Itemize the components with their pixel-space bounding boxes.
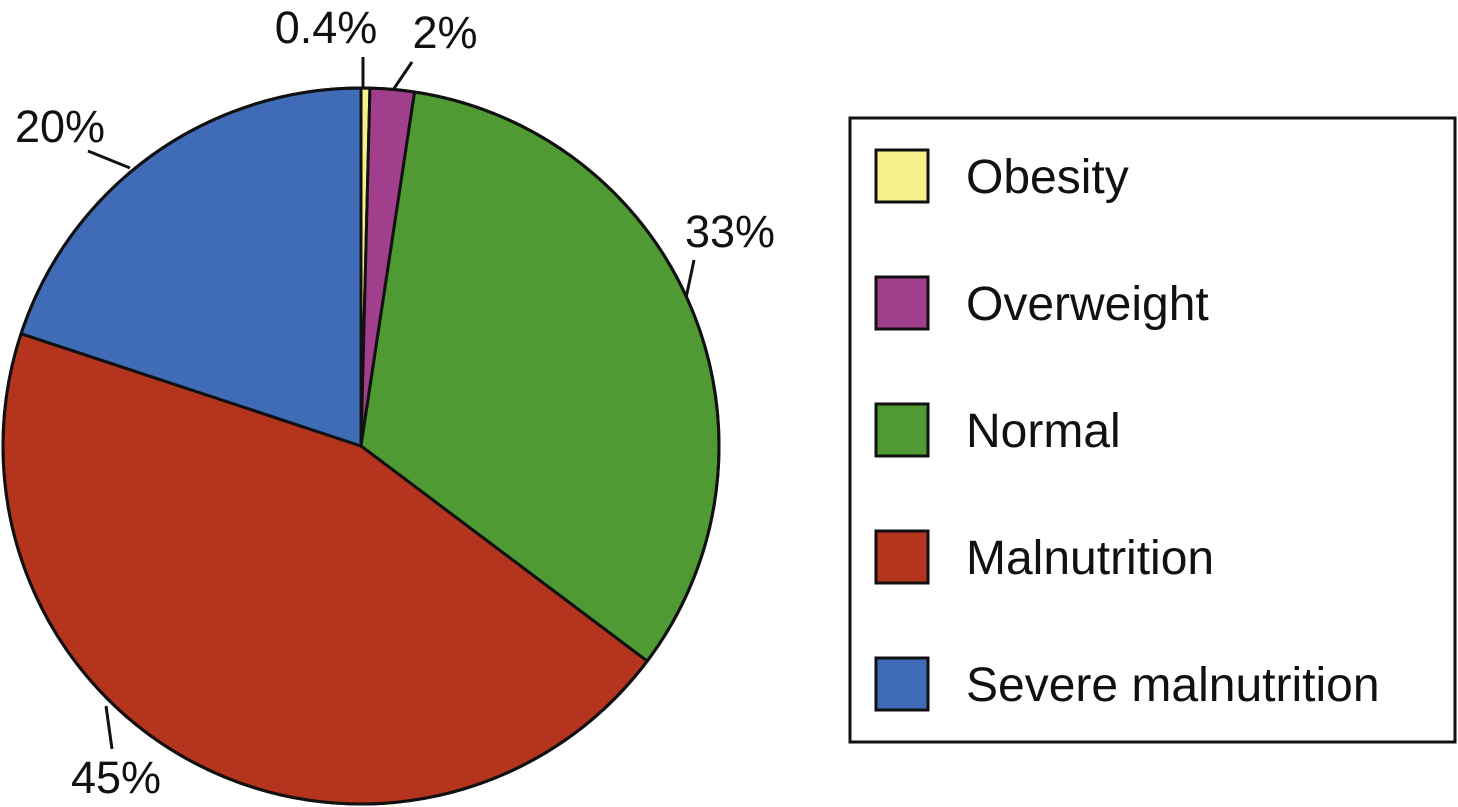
leader-line-severe-malnutrition [87, 149, 131, 170]
legend-label-malnutrition: Malnutrition [966, 532, 1214, 585]
percentage-labels: 0.4% 2% 33% 45% 20% [15, 2, 775, 803]
legend-swatch-overweight [874, 275, 930, 331]
pie-slices [1, 86, 721, 806]
leader-line-normal [684, 259, 696, 299]
legend-label-overweight: Overweight [966, 278, 1209, 331]
legend: Obesity Overweight Normal Malnutrition Sever… [848, 116, 1457, 744]
legend-swatch-obesity [874, 148, 930, 204]
pct-label-malnutrition: 45% [71, 752, 161, 803]
legend-swatch-severe-malnutrition [874, 656, 930, 712]
leader-line-malnutrition [104, 705, 114, 750]
legend-label-severe-malnutrition: Severe malnutrition [966, 659, 1380, 712]
legend-swatch-malnutrition [874, 529, 930, 585]
legend-frame [848, 116, 1457, 744]
pct-label-obesity: 0.4% [275, 2, 378, 53]
pct-label-overweight: 2% [412, 7, 477, 58]
legend-items: Obesity Overweight Normal Malnutrition Sever… [874, 148, 1380, 712]
legend-label-normal: Normal [966, 405, 1121, 458]
pie-outline [1, 86, 721, 806]
pct-label-severe-malnutrition: 20% [15, 101, 105, 152]
legend-swatch-normal [874, 402, 930, 458]
leader-lines [87, 57, 696, 750]
legend-label-obesity: Obesity [966, 151, 1129, 204]
leader-line-overweight [391, 61, 414, 91]
pct-label-normal: 33% [685, 206, 775, 257]
